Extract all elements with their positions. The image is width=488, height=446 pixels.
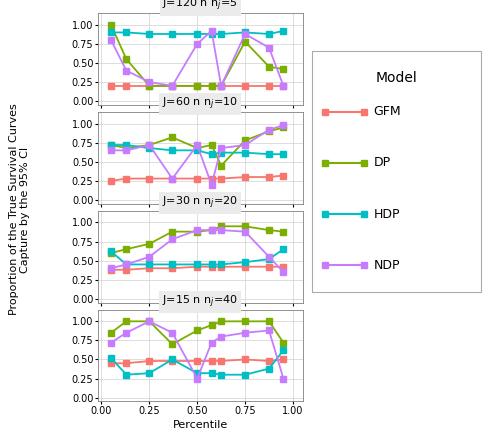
Title: J=60 n n$_j$=10: J=60 n n$_j$=10: [162, 96, 238, 112]
Text: GFM: GFM: [373, 105, 401, 118]
Text: NDP: NDP: [373, 259, 400, 272]
X-axis label: Percentile: Percentile: [172, 420, 228, 430]
Text: Proportion of the True Survival Curves
Capture by the 95% CI: Proportion of the True Survival Curves C…: [9, 104, 30, 315]
Title: J=15 n n$_j$=40: J=15 n n$_j$=40: [162, 293, 238, 310]
Title: J=120 n n$_j$=5: J=120 n n$_j$=5: [163, 0, 238, 13]
Text: Model: Model: [376, 71, 417, 85]
Title: J=30 n n$_j$=20: J=30 n n$_j$=20: [162, 194, 238, 211]
Text: HDP: HDP: [373, 207, 400, 221]
Text: DP: DP: [373, 156, 390, 169]
